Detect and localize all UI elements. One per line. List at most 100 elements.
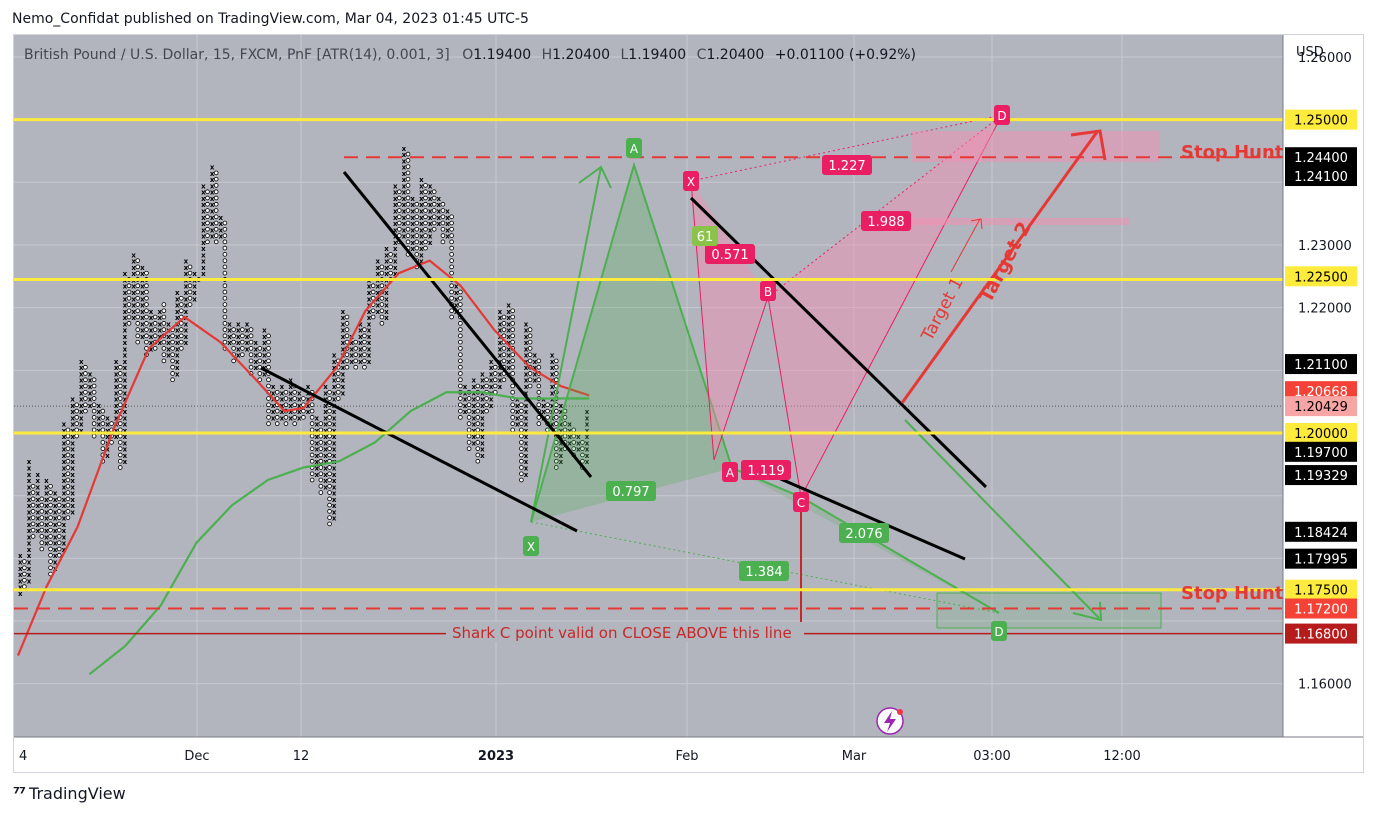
pnf-x-box: x <box>559 402 564 410</box>
pnf-o-box <box>292 421 297 426</box>
pnf-x-box: x <box>524 364 529 372</box>
pnf-o-box <box>65 496 71 502</box>
pnf-o-box <box>117 427 123 433</box>
pnf-x-box: x <box>253 339 258 347</box>
price-label-text: 1.24400 <box>1294 151 1348 166</box>
shark-note: Shark C point valid on CLOSE ABOVE this … <box>452 624 792 642</box>
pnf-x-box: x <box>454 289 459 297</box>
time-scale[interactable] <box>14 737 1363 772</box>
pnf-x-box: x <box>149 345 154 353</box>
pnf-x-box: x <box>114 433 119 441</box>
time-tick-label: 2023 <box>478 749 514 764</box>
pnf-x-box: x <box>489 377 494 385</box>
pnf-x-box: x <box>585 452 590 460</box>
price-label-text: 1.16800 <box>1294 628 1348 643</box>
pnf-x-box: x <box>524 339 529 347</box>
pnf-o-box <box>222 327 228 332</box>
pnf-x-box: x <box>184 270 189 278</box>
tradingview-brand[interactable]: ⁷⁷ TradingView <box>13 784 126 803</box>
pnf-x-box: x <box>175 289 180 297</box>
pnf-x-box: x <box>341 345 346 353</box>
pnf-o-box <box>161 352 167 357</box>
pnf-o-box <box>536 421 542 426</box>
pnf-o-box <box>144 308 149 314</box>
pnf-o-box <box>335 377 341 383</box>
pnf-o-box <box>458 321 463 326</box>
price-labels: 1.250001.244001.241001.225001.211001.206… <box>1285 109 1357 644</box>
pnf-o-box <box>510 402 515 408</box>
pnf-x-box: x <box>480 421 485 429</box>
pnf-o-box <box>283 396 289 401</box>
pnf-x-box: x <box>384 245 389 253</box>
pnf-o-box <box>370 314 376 320</box>
pnf-x-box: x <box>393 258 398 266</box>
pnf-o-box <box>344 321 350 326</box>
pnf-o-box <box>117 396 123 401</box>
pnf-x-box: x <box>262 358 267 366</box>
fib-badge <box>741 460 791 480</box>
pnf-x-box: x <box>27 546 32 554</box>
pnf-x-box: x <box>123 439 128 447</box>
pnf-o-box <box>405 158 411 163</box>
pnf-o-box <box>161 346 167 351</box>
point-badge <box>683 171 699 191</box>
pnf-o-box <box>492 383 498 389</box>
pnf-o-box <box>510 389 515 395</box>
pnf-x-box: x <box>524 370 529 378</box>
pnf-o-box <box>257 346 263 351</box>
pnf-x-box: x <box>532 377 537 385</box>
pnf-o-box <box>405 208 411 213</box>
pnf-x-box: x <box>314 452 319 460</box>
pnf-o-box <box>553 358 559 364</box>
pnf-x-box: x <box>341 333 346 341</box>
pnf-x-box: x <box>280 396 285 404</box>
pnf-x-box: x <box>437 201 442 209</box>
pnf-x-box: x <box>35 477 40 485</box>
pnf-o-box <box>440 208 446 213</box>
pnf-o-box <box>83 377 88 383</box>
pnf-o-box <box>205 214 210 220</box>
pnf-o-box <box>65 477 71 483</box>
pnf-x-box: x <box>314 421 319 429</box>
pnf-o-box <box>519 452 524 458</box>
pnf-o-box <box>179 346 184 351</box>
price-label-box <box>1285 623 1357 644</box>
pnf-o-box <box>48 509 53 514</box>
pnf-x-box: x <box>70 439 75 447</box>
pnf-o-box <box>431 195 437 201</box>
pnf-x-box: x <box>149 333 154 341</box>
pnf-o-box <box>449 214 454 220</box>
pnf-x-box: x <box>184 339 189 347</box>
pnf-o-box <box>266 421 271 426</box>
pnf-o-box <box>83 396 88 401</box>
pnf-x-box: x <box>70 502 75 510</box>
pnf-o-box <box>362 339 367 345</box>
pnf-x-box: x <box>35 490 40 498</box>
pnf-x-box: x <box>506 302 511 310</box>
pnf-o-box <box>571 446 577 451</box>
pnf-x-box: x <box>410 208 415 216</box>
pnf-o-box <box>292 402 297 408</box>
pnf-o-box <box>48 565 53 571</box>
pnf-o-box <box>100 415 106 420</box>
chart[interactable]: xxxxxxxxxxxxxxxxxxxxxxxxxxxxxxxxxxxxxxxx… <box>14 35 1363 772</box>
pnf-o-box <box>30 527 36 533</box>
pnf-x-box: x <box>402 170 407 178</box>
pnf-x-box: x <box>79 402 84 410</box>
pnf-o-box <box>161 339 167 345</box>
pnf-x-box: x <box>419 195 424 203</box>
pnf-x-box: x <box>480 427 485 435</box>
pnf-o-box <box>458 289 463 295</box>
pnf-x-box: x <box>35 483 40 491</box>
pnf-x-box: x <box>332 477 337 485</box>
pnf-x-box: x <box>454 283 459 291</box>
pnf-o-box <box>423 201 428 207</box>
pnf-x-box: x <box>236 327 241 335</box>
pnf-x-box: x <box>332 471 337 479</box>
pnf-o-box <box>553 371 559 376</box>
price-label-box <box>1285 266 1357 287</box>
pnf-o-box <box>135 289 141 295</box>
pnf-o-box <box>65 515 71 520</box>
pnf-o-box <box>91 377 97 383</box>
